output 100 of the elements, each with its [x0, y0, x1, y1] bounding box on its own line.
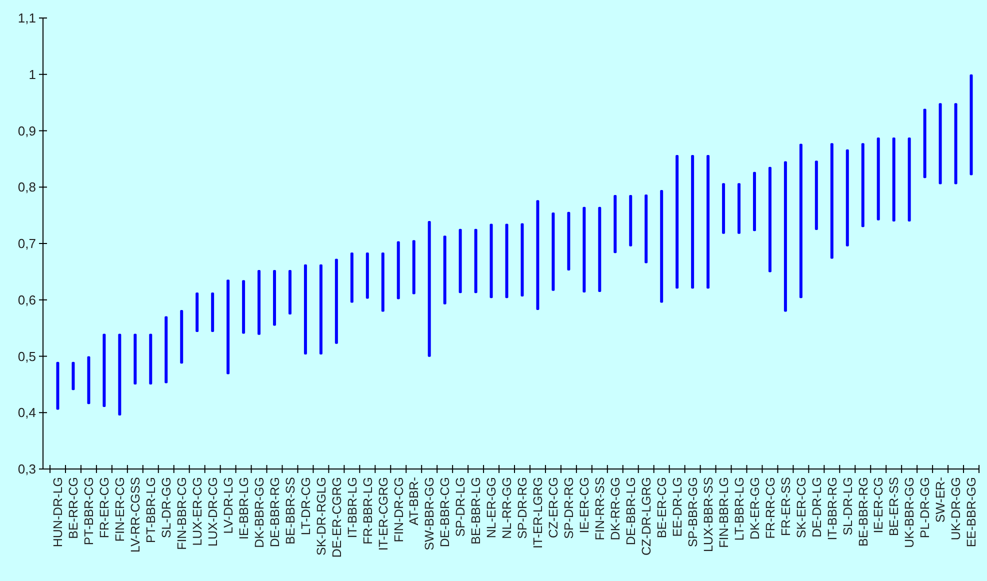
x-tick-label: DE-BBR-LG	[624, 477, 638, 546]
y-tick-label: 0,4	[18, 405, 36, 420]
bar	[938, 103, 942, 184]
x-tick-label: IT-BBR-RG	[825, 477, 840, 540]
x-tick-label: NL-RR-GG	[500, 477, 514, 539]
bar	[970, 74, 973, 176]
x-tick-label: BE-BBR-RG	[856, 477, 870, 546]
x-tick-label: DK-ER-GG	[748, 477, 762, 540]
x-tick-label: FIN-DR-CG	[392, 477, 406, 542]
bar	[536, 200, 540, 310]
y-tick-label: 1,1	[18, 10, 36, 26]
y-tick-label: 1	[28, 66, 36, 82]
bar	[273, 270, 276, 326]
bar	[738, 183, 741, 234]
y-tick-label: 0,7	[18, 236, 36, 252]
x-tick-label: NL-ER-GG	[484, 477, 499, 538]
x-tick-label: BE-ER-CG	[654, 477, 669, 538]
bar	[644, 194, 648, 264]
bar	[458, 228, 462, 294]
bar	[258, 270, 261, 335]
bar	[954, 103, 958, 184]
bar	[830, 143, 834, 259]
x-tick-label: EE-BBR-GG	[964, 477, 979, 548]
x-tick-label: SP-DR-RG	[562, 477, 576, 539]
bar	[242, 280, 246, 334]
bar	[799, 144, 802, 298]
x-tick-label: FIN-BBR-LG	[716, 477, 731, 548]
bar	[505, 224, 508, 298]
bar	[474, 228, 478, 294]
x-tick-label: SP-BBR-GG	[686, 477, 700, 548]
x-tick-label: IE-ER-CG	[578, 477, 592, 534]
bar	[319, 264, 322, 355]
x-tick-label: BE-RR-CG	[66, 477, 81, 539]
x-tick-label: SL-DR-LG	[840, 477, 855, 536]
x-tick-label: SW-ER-	[934, 477, 948, 523]
x-tick-label: AT-BBR-	[407, 477, 422, 526]
bar	[180, 310, 184, 364]
bar	[164, 316, 168, 384]
x-tick-label: FIN-RR-SS	[593, 477, 608, 540]
x-tick-label: SL-DR-GG	[160, 477, 174, 538]
bar	[396, 241, 400, 300]
x-tick-label: BE-BBR-SS	[283, 477, 298, 544]
bar	[691, 154, 694, 289]
x-tick-label: HUN-DR-LG	[51, 477, 66, 548]
x-tick-label: EE-DR-LG	[670, 477, 684, 537]
y-tick-label: 0,8	[18, 180, 36, 195]
bar	[598, 206, 602, 292]
y-tick-label: 0,9	[18, 123, 36, 138]
x-tick-label: SK-ER-CG	[794, 477, 808, 538]
x-tick-label: DE-BBR-RG	[268, 477, 282, 548]
bar	[443, 236, 446, 304]
x-tick-label: SW-BBR-GG	[422, 477, 437, 550]
bar	[72, 362, 75, 390]
bar	[614, 195, 617, 254]
x-tick-label: BE-BBR-LG	[469, 477, 484, 544]
bar	[149, 334, 152, 384]
x-tick-label: CZ-DR-LGRG	[639, 477, 654, 556]
bar	[784, 161, 787, 312]
x-tick-label: IT-ER-CGRG	[376, 477, 390, 551]
x-tick-label: LUX-BBR-SS	[701, 477, 716, 552]
bar	[676, 154, 679, 289]
bar	[582, 206, 586, 293]
x-tick-label: SP-DR-LG	[454, 477, 468, 537]
x-tick-label: LV-RR-CGSS	[128, 477, 143, 552]
x-tick-label: FR-RR-CG	[763, 477, 778, 539]
bar	[706, 154, 710, 289]
x-tick-label: BE-ER-SS	[887, 477, 902, 536]
x-tick-label: LT-BBR-LG	[732, 477, 746, 541]
bar	[118, 334, 122, 416]
x-tick-label: PL-DR-GG	[918, 477, 932, 538]
bar	[412, 240, 416, 294]
bar	[226, 280, 230, 374]
bar	[366, 252, 369, 299]
x-tick-label: FIN-ER-CG	[113, 477, 128, 542]
bar	[350, 252, 354, 303]
bar	[381, 252, 384, 312]
x-tick-label: PT-BBR-CG	[82, 477, 96, 546]
bar	[567, 212, 570, 271]
bar	[87, 356, 90, 404]
bar	[752, 172, 756, 232]
x-tick-label: UK-BBR-GG	[902, 477, 917, 548]
x-tick-label: PT-BBR-LG	[144, 477, 158, 543]
x-tick-label: DE-DR-LG	[810, 477, 824, 538]
bar	[768, 166, 772, 272]
x-tick-label: IE-BBR-LG	[236, 477, 251, 540]
x-tick-label: LUX-DR-CG	[206, 477, 220, 546]
x-tick-label: UK-DR-GG	[949, 477, 964, 540]
bar	[196, 292, 199, 332]
bar	[861, 143, 864, 228]
bar	[923, 108, 926, 178]
bar	[908, 138, 911, 222]
y-tick-label: 0,3	[18, 462, 36, 477]
bar	[629, 195, 632, 246]
bar	[428, 220, 431, 357]
x-tick-label: DE-BBR-CG	[438, 477, 452, 548]
x-tick-label: SP-DR-RG	[516, 477, 530, 539]
bar	[490, 224, 493, 298]
bar	[211, 292, 214, 332]
x-tick-label: DK-RR-GG	[608, 477, 623, 540]
bar	[660, 190, 664, 303]
